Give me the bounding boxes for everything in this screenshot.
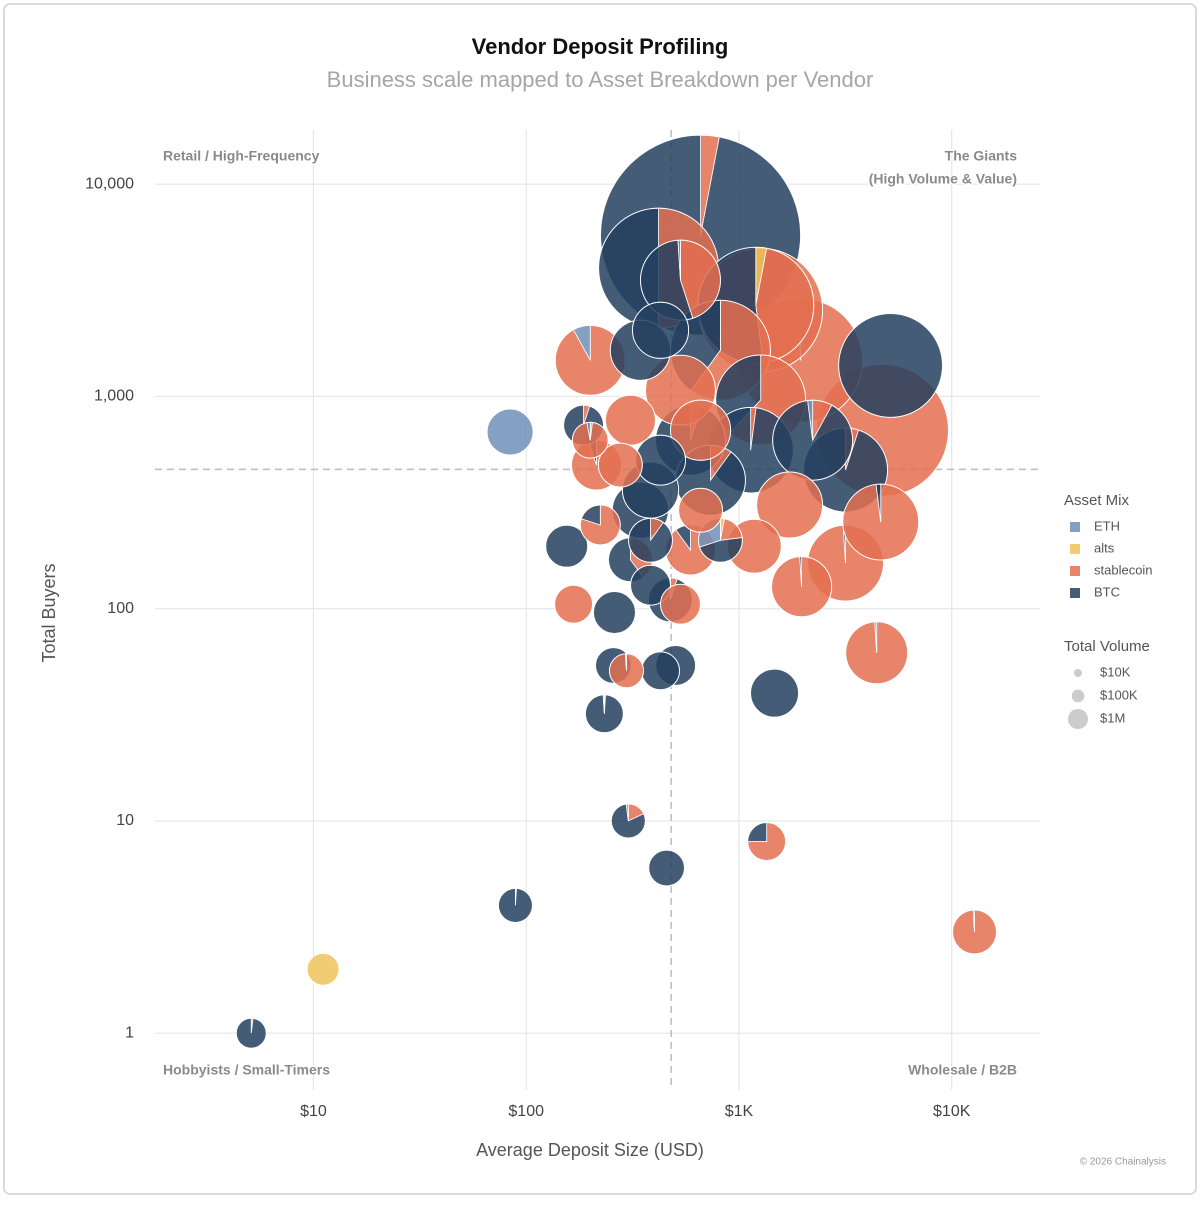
vendor-bubble <box>597 442 643 488</box>
vendor-bubble <box>660 583 701 625</box>
legend-label: ETH <box>1094 518 1120 533</box>
legend-swatch <box>1070 544 1080 554</box>
vendor-bubble <box>610 803 646 839</box>
vendor-bubble <box>592 590 637 634</box>
quadrant-label: Wholesale / B2B <box>908 1062 1017 1078</box>
quadrant-label: Retail / High-Frequency <box>163 148 320 164</box>
size-legend-circle <box>1067 708 1089 730</box>
x-tick-label: $10K <box>933 1103 971 1120</box>
y-tick-label: 100 <box>107 600 134 617</box>
vendor-bubble <box>772 399 854 481</box>
vendor-bubble <box>631 301 690 359</box>
chart-subtitle: Business scale mapped to Asset Breakdown… <box>327 67 874 92</box>
vendor-bubble <box>628 517 673 563</box>
legend-label: BTC <box>1094 584 1120 599</box>
y-tick-label: 1 <box>125 1024 134 1041</box>
legend-swatch <box>1070 522 1080 532</box>
vendor-bubble <box>838 312 944 418</box>
legend-swatch <box>1070 566 1080 576</box>
y-tick-label: 10,000 <box>85 175 134 192</box>
vendor-bubble <box>952 909 997 955</box>
legend-label: alts <box>1094 540 1115 555</box>
vendor-bubble <box>678 487 724 533</box>
vendor-bubble <box>608 653 645 689</box>
quadrant-label: Hobbyists / Small-Timers <box>163 1062 330 1078</box>
vendor-bubble <box>747 822 787 861</box>
bubbles <box>235 134 997 1049</box>
pie-wedge <box>838 313 943 418</box>
quadrant-label: The Giants <box>945 148 1018 164</box>
vendor-bubble <box>771 556 833 618</box>
vendor-bubble <box>756 471 824 539</box>
chart-title: Vendor Deposit Profiling <box>472 34 729 59</box>
vendor-bubble <box>545 524 589 568</box>
y-tick-label: 1,000 <box>94 388 134 405</box>
credit: © 2026 Chainalysis <box>1080 1157 1166 1168</box>
y-tick-label: 10 <box>116 812 134 829</box>
vendor-bubble <box>584 694 624 734</box>
legend-title: Total Volume <box>1064 638 1150 655</box>
legend-label: $100K <box>1100 687 1138 702</box>
legend-label: $1M <box>1100 710 1125 725</box>
vendor-bubble <box>486 408 534 456</box>
size-legend-circle <box>1071 689 1085 703</box>
vendor-bubble <box>648 849 686 887</box>
vendor-bubble <box>579 504 621 546</box>
vendor-bubble <box>554 584 594 624</box>
vendor-bubble <box>845 621 909 685</box>
vendor-bubble <box>571 421 609 459</box>
vendor-bubble <box>842 483 920 561</box>
size-legend-circle <box>1074 669 1082 677</box>
vendor-bubble <box>306 952 340 986</box>
x-tick-label: $10 <box>300 1103 327 1120</box>
vendor-bubble <box>669 399 732 461</box>
y-axis-label: Total Buyers <box>39 563 59 662</box>
x-tick-label: $100 <box>508 1103 544 1120</box>
overlay: Retail / High-Frequency The Giants (High V… <box>162 146 1153 1079</box>
x-axis-label: Average Deposit Size (USD) <box>476 1140 704 1160</box>
legend-title: Asset Mix <box>1064 492 1130 509</box>
x-tick-label: $1K <box>725 1103 754 1120</box>
legend-swatch <box>1070 588 1080 598</box>
vendor-bubble <box>497 887 533 923</box>
legend-label: stablecoin <box>1094 562 1153 577</box>
vendor-bubble <box>750 668 800 718</box>
vendor-bubble <box>235 1017 267 1049</box>
quadrant-label: (High Volume & Value) <box>869 171 1017 187</box>
vendor-bubble <box>630 564 671 606</box>
legend-label: $10K <box>1100 664 1131 679</box>
